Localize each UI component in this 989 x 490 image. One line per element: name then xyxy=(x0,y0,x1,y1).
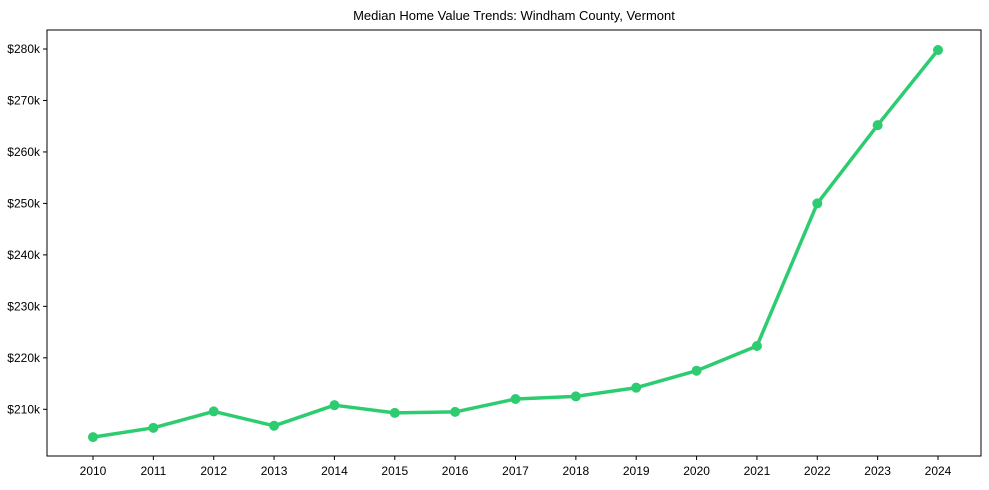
data-point-marker xyxy=(389,407,400,418)
y-tick-label: $280k xyxy=(7,42,41,56)
x-tick-label: 2010 xyxy=(80,464,107,478)
y-axis: $210k $220k $230k $240k $250k $260k $270k $280k xyxy=(7,42,47,416)
x-axis: 2010 2011 2012 2013 2014 2015 2016 2017 2018 2019… xyxy=(80,456,952,478)
x-tick-label: 2024 xyxy=(925,464,952,478)
data-point-marker xyxy=(510,394,521,405)
data-point-marker xyxy=(329,400,340,411)
x-tick-label: 2011 xyxy=(140,464,166,478)
y-tick-label: $260k xyxy=(7,145,41,159)
y-tick-label: $270k xyxy=(7,93,41,107)
series-layer xyxy=(88,45,943,443)
x-tick-label: 2022 xyxy=(804,464,831,478)
data-point-marker xyxy=(570,391,581,402)
data-line xyxy=(91,48,940,439)
data-point-marker xyxy=(208,406,219,417)
data-point-marker xyxy=(691,365,702,376)
plot-frame xyxy=(46,29,982,457)
y-tick-label: $230k xyxy=(7,299,41,313)
data-point-marker xyxy=(872,120,883,131)
data-point-marker xyxy=(269,420,280,431)
x-tick-label: 2012 xyxy=(200,464,227,478)
x-tick-label: 2020 xyxy=(683,464,710,478)
data-point-marker xyxy=(88,432,98,443)
data-point-marker xyxy=(631,382,642,393)
x-tick-label: 2013 xyxy=(261,464,288,478)
x-tick-label: 2016 xyxy=(442,464,469,478)
x-tick-label: 2018 xyxy=(563,464,590,478)
data-point-marker xyxy=(450,406,461,417)
data-point-marker xyxy=(812,198,823,209)
x-tick-label: 2019 xyxy=(623,464,650,478)
chart-title: Median Home Value Trends: Windham County… xyxy=(353,8,675,23)
y-tick-label: $220k xyxy=(7,351,41,365)
y-tick-label: $210k xyxy=(7,402,41,416)
x-tick-label: 2014 xyxy=(321,464,348,478)
y-tick-label: $240k xyxy=(7,248,41,262)
data-point-marker xyxy=(751,340,762,351)
x-tick-label: 2021 xyxy=(744,464,771,478)
x-tick-label: 2017 xyxy=(502,464,529,478)
y-tick-label: $250k xyxy=(7,196,41,210)
data-point-marker xyxy=(933,45,943,56)
x-tick-label: 2015 xyxy=(381,464,408,478)
x-tick-label: 2023 xyxy=(864,464,891,478)
data-point-marker xyxy=(148,422,159,433)
